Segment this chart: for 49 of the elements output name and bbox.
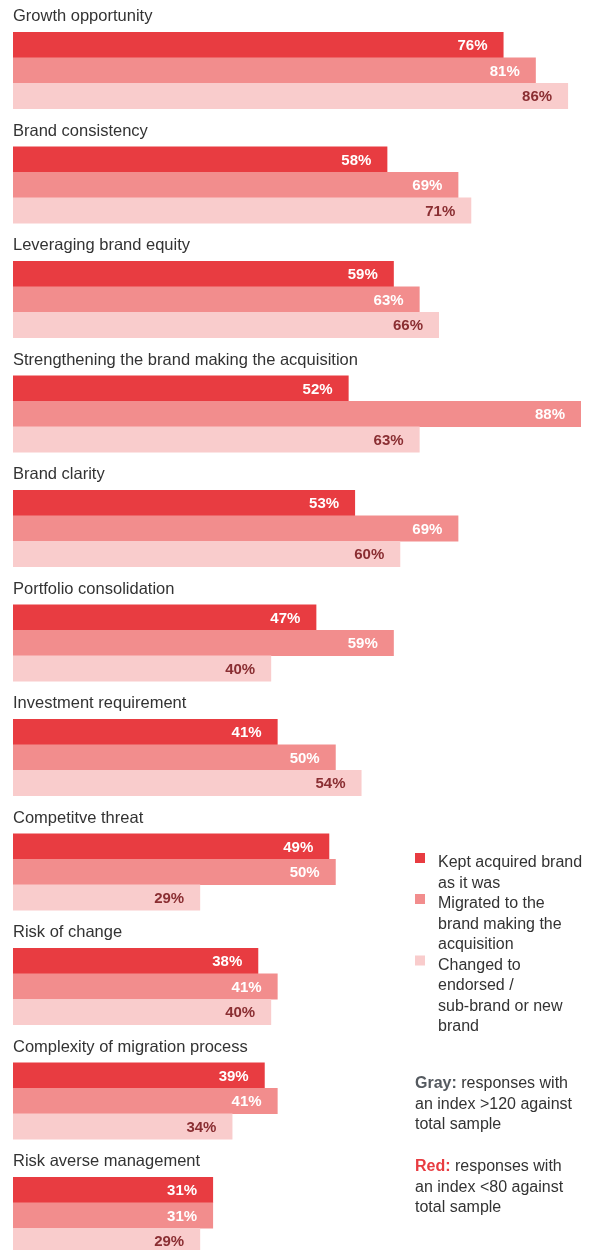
data-label: 50% [289,748,320,766]
y-tick-label: Brand consistency [13,120,149,139]
y-tick-label: Investment requirement [13,693,187,711]
y-tick-label: Risk averse management [13,1151,201,1169]
data-label: 41% [231,1092,262,1110]
data-label: 29% [154,1232,185,1250]
legend-label: Migrated to the brand making the acquisition [438,894,562,952]
data-label: 50% [289,863,320,881]
data-label: 54% [315,774,346,792]
data-label: 31% [167,1181,198,1199]
data-label: 76% [457,36,488,54]
data-label: 49% [283,837,314,855]
data-label: 34% [186,1117,217,1135]
data-label: 38% [212,952,243,970]
data-label: 29% [154,888,185,906]
data-label: 63% [373,290,404,308]
data-label: 86% [522,87,553,105]
y-tick-label: Growth opportunity [13,6,154,24]
data-label: 59% [347,265,378,283]
data-label: 52% [302,379,333,397]
annotation: Red: responses with an index <80 against total sample [415,1157,564,1215]
data-label: 71% [425,201,456,219]
y-tick-label: Competitve threat [13,807,144,826]
data-label: 59% [347,634,378,652]
data-label: 53% [309,494,340,512]
y-tick-label: Complexity of migration process [13,1036,248,1055]
data-label: 40% [225,659,256,677]
legend-label: Changed to endorsed / sub-brand or new brand [438,955,563,1034]
annotation: Gray: responses with an index >120 against total sample [415,1074,573,1132]
data-label: 66% [392,316,423,334]
data-label: 88% [534,405,565,423]
data-label: 31% [167,1206,198,1224]
data-label: 63% [373,430,404,448]
data-label: 47% [270,608,301,626]
y-tick-label: Strengthening the brand making the acquisition [13,349,358,368]
data-label: 40% [225,1003,256,1021]
data-label: 41% [231,977,262,995]
data-label: 60% [354,545,385,563]
data-label: 69% [412,176,443,194]
y-tick-label: Portfolio consolidation [13,578,175,597]
y-tick-label: Leveraging brand equity [13,235,191,253]
data-label: 69% [412,519,443,537]
y-tick-label: Risk of change [13,922,123,940]
data-label: 41% [231,723,262,741]
y-tick-label: Brand clarity [13,464,106,482]
legend-label: Kept acquired brand as it was [438,853,583,891]
data-label: 81% [489,61,520,79]
data-label: 58% [341,150,372,168]
data-label: 39% [218,1066,249,1084]
